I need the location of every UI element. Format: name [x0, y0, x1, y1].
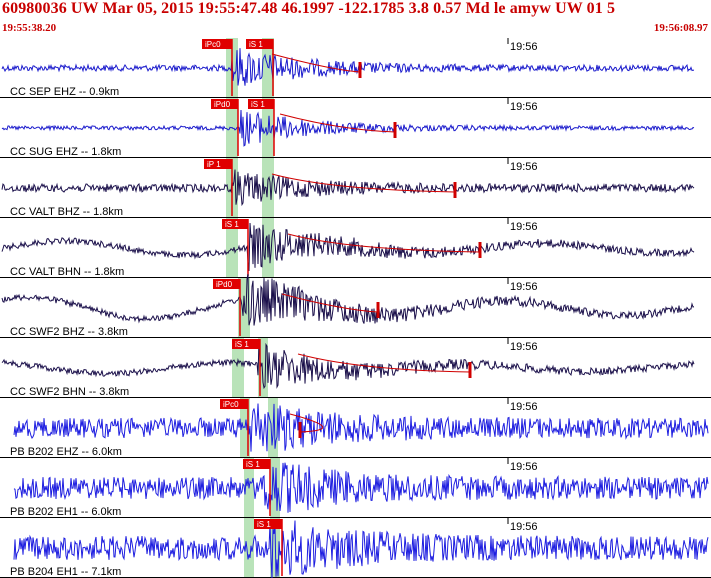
- coda-fit-line: [287, 233, 481, 253]
- trace-panel[interactable]: iP 1 19:56 CC VALT BHZ -- 1.8km: [0, 158, 711, 218]
- coda-fit-line: [281, 293, 379, 313]
- phase-pick-box[interactable]: [211, 99, 238, 109]
- station-label: PB B202 EHZ -- 6.0km: [10, 446, 122, 458]
- event-title: 60980036 UW Mar 05, 2015 19:55:47.48 46.…: [2, 0, 616, 17]
- phase-pick-box[interactable]: [254, 519, 282, 529]
- coda-fit-line: [297, 353, 471, 373]
- phase-pick-label: iS 1: [235, 340, 249, 349]
- trace-panel[interactable]: iS 1 19:56 CC VALT BHN -- 1.8km: [0, 218, 711, 278]
- waveform-trace[interactable]: [1, 169, 695, 207]
- phase-pick-box[interactable]: [243, 459, 270, 469]
- waveform-trace[interactable]: [1, 222, 695, 272]
- trace-panel[interactable]: iPd0 19:56 CC SWF2 BHZ -- 3.8km: [0, 273, 711, 338]
- phase-pick-box[interactable]: [248, 99, 274, 109]
- seismogram-panel[interactable]: iPc0 iS 1 19:56 CC SEP EHZ -- 0.9km iPd0 iS 1…: [0, 38, 711, 578]
- time-tick-label: 19:56: [510, 161, 538, 173]
- station-label: PB B204 EH1 -- 7.1km: [10, 566, 121, 578]
- waveform-trace[interactable]: [1, 109, 695, 147]
- analysis-window-band: [240, 398, 250, 458]
- waveform-trace[interactable]: [13, 403, 709, 452]
- phase-pick-label: iP 1: [207, 160, 221, 169]
- phase-pick-label: iPd0: [216, 280, 233, 289]
- coda-fit-line: [279, 113, 396, 133]
- waveform-trace[interactable]: [13, 462, 709, 513]
- waveform-trace[interactable]: [1, 341, 695, 390]
- time-tick-label: 19:56: [510, 221, 538, 233]
- time-tick-label: 19:56: [510, 281, 538, 293]
- trace-panel[interactable]: iPc0 19:56 PB B202 EHZ -- 6.0km: [0, 398, 711, 458]
- trace-panel[interactable]: iS 1 19:56 CC SWF2 BHN -- 3.8km: [0, 338, 711, 398]
- station-label: CC SWF2 BHN -- 3.8km: [10, 386, 129, 398]
- phase-pick-label: iS 1: [251, 100, 265, 109]
- analysis-window-band: [258, 338, 268, 398]
- station-label: CC SWF2 BHZ -- 3.8km: [10, 326, 128, 338]
- trace-panel[interactable]: iS 1 19:56 PB B202 EH1 -- 6.0km: [0, 458, 711, 518]
- station-label: CC SEP EHZ -- 0.9km: [10, 86, 119, 98]
- time-tick-label: 19:56: [510, 521, 538, 533]
- station-label: CC VALT BHZ -- 1.8km: [10, 206, 123, 218]
- phase-pick-label: iS 1: [225, 220, 239, 229]
- phase-pick-label: iS 1: [257, 520, 271, 529]
- time-tick-label: 19:56: [510, 401, 538, 413]
- phase-pick-label: iPc0: [223, 400, 239, 409]
- time-tick-label: 19:56: [510, 101, 538, 113]
- phase-pick-box[interactable]: [213, 279, 240, 289]
- trace-panel[interactable]: iS 1 19:56 PB B204 EH1 -- 7.1km: [0, 518, 711, 578]
- analysis-window-band: [232, 338, 244, 398]
- station-label: CC VALT BHN -- 1.8km: [10, 266, 124, 278]
- phase-pick-box[interactable]: [204, 159, 232, 169]
- trace-panel[interactable]: iPc0 iS 1 19:56 CC SEP EHZ -- 0.9km: [0, 38, 711, 98]
- start-time: 19:55:38.20: [2, 22, 57, 34]
- end-time: 19:56:08.97: [653, 22, 708, 34]
- phase-pick-label: iS 1: [246, 460, 260, 469]
- coda-fit-line: [289, 413, 323, 433]
- phase-pick-box[interactable]: [202, 39, 232, 49]
- seismogram-svg[interactable]: iPc0 iS 1 19:56 CC SEP EHZ -- 0.9km iPd0 iS 1…: [0, 38, 711, 578]
- trace-panel[interactable]: iPd0 iS 1 19:56 CC SUG EHZ -- 1.8km: [0, 98, 711, 158]
- coda-fit-line: [271, 53, 361, 73]
- time-tick-label: 19:56: [510, 461, 538, 473]
- waveform-trace[interactable]: [1, 273, 695, 326]
- station-label: PB B202 EH1 -- 6.0km: [10, 506, 121, 518]
- phase-pick-box[interactable]: [246, 39, 273, 49]
- phase-pick-label: iPc0: [205, 40, 221, 49]
- phase-pick-box[interactable]: [222, 219, 248, 229]
- waveform-trace[interactable]: [1, 48, 695, 86]
- phase-pick-label: iS 1: [249, 40, 263, 49]
- waveform-trace[interactable]: [13, 520, 709, 578]
- phase-pick-box[interactable]: [232, 339, 260, 349]
- phase-pick-box[interactable]: [220, 399, 248, 409]
- analysis-window-band: [262, 38, 274, 98]
- station-label: CC SUG EHZ -- 1.8km: [10, 146, 121, 158]
- time-tick-label: 19:56: [510, 41, 538, 53]
- coda-fit-line: [271, 173, 456, 193]
- time-tick-label: 19:56: [510, 341, 538, 353]
- phase-pick-label: iPd0: [214, 100, 231, 109]
- event-header: 60980036 UW Mar 05, 2015 19:55:47.48 46.…: [0, 0, 711, 38]
- analysis-window-band: [226, 218, 238, 278]
- analysis-window-band: [244, 518, 254, 578]
